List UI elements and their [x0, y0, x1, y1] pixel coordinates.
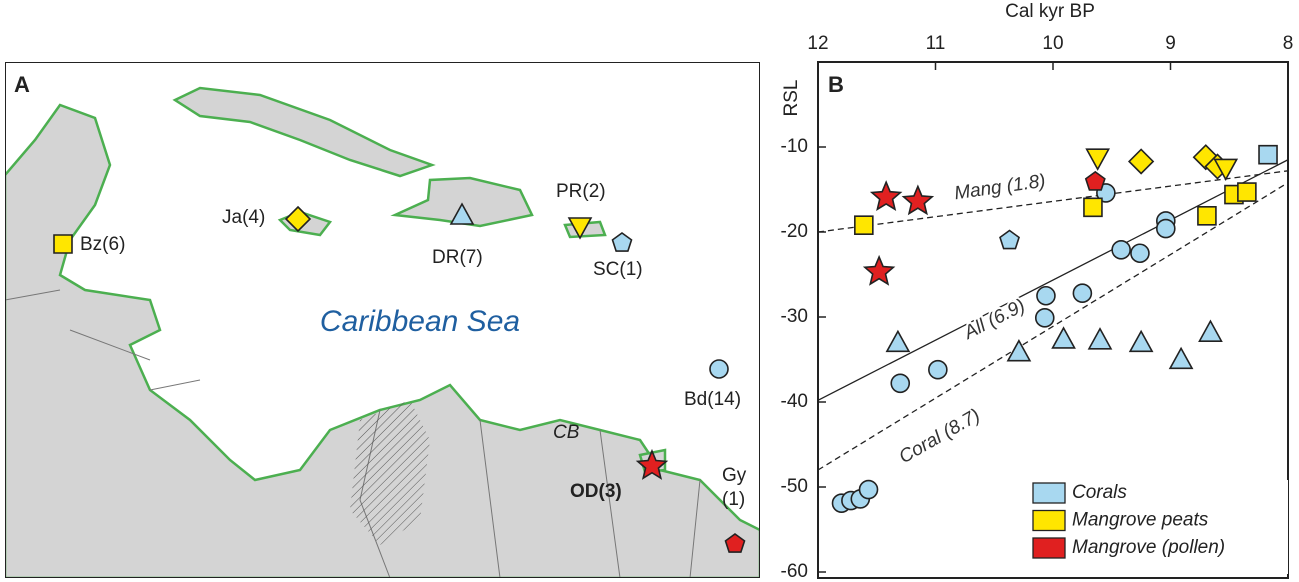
marker [1168, 346, 1194, 370]
marker [1006, 339, 1032, 362]
site-label: SC(1) [593, 259, 643, 280]
site-label: PR(2) [556, 181, 606, 202]
marker [869, 180, 903, 211]
x-tick-label: 8 [1283, 33, 1294, 54]
marker [999, 229, 1020, 250]
marker [1034, 308, 1055, 328]
legend-swatch [1032, 482, 1066, 504]
site-label: DR(7) [432, 247, 483, 268]
marker [1087, 327, 1113, 350]
y-tick-label: -10 [781, 136, 808, 157]
x-tick-label: 11 [926, 33, 946, 54]
trend-line [817, 159, 1289, 401]
marker [1130, 243, 1150, 264]
legend-label: Corals [1072, 482, 1127, 503]
site-label: (1) [722, 489, 745, 510]
x-tick-label: 9 [1165, 33, 1176, 54]
marker [724, 533, 746, 553]
marker [890, 373, 911, 394]
marker [284, 205, 312, 233]
legend-label: Mangrove (pollen) [1072, 537, 1225, 558]
marker [567, 217, 593, 240]
marker [1083, 197, 1103, 218]
mainland [5, 103, 760, 578]
sea-label: Caribbean Sea [320, 305, 520, 338]
x-axis-title: Cal kyr BP [1005, 1, 1095, 22]
panel-label: B [828, 72, 844, 97]
hatched-region [350, 400, 430, 545]
site-label: Ja(4) [222, 207, 265, 228]
marker [1156, 218, 1176, 239]
marker [1127, 148, 1155, 175]
legend [1030, 480, 1288, 574]
legend-swatch [1032, 537, 1066, 559]
marker [1085, 148, 1111, 171]
trend-label: Mang (1.8) [953, 171, 1047, 205]
cuba [172, 86, 436, 178]
y-tick-label: -30 [781, 306, 808, 327]
marker [1197, 206, 1217, 226]
trend-line [817, 170, 1289, 233]
marker [1036, 285, 1056, 306]
marker [1213, 158, 1239, 182]
marker [1237, 182, 1257, 202]
trend-line [817, 182, 1289, 471]
legend-label: Mangrove peats [1072, 510, 1209, 531]
marker [854, 215, 874, 235]
marker [709, 359, 729, 379]
site-label: CB [553, 422, 580, 443]
y-tick-label: -60 [781, 561, 808, 582]
x-tick-label: 10 [1042, 33, 1063, 54]
site-label: Gy [722, 465, 747, 486]
marker [1198, 319, 1223, 342]
marker [1128, 329, 1154, 353]
marker [862, 254, 896, 286]
marker [53, 234, 73, 254]
marker [635, 448, 669, 480]
legend-swatch [1032, 509, 1066, 532]
site-label: Bz(6) [80, 234, 125, 255]
marker [1051, 326, 1076, 349]
trend-label: Coral (8.7) [896, 405, 984, 468]
site-label: Bd(14) [684, 389, 741, 410]
marker [885, 329, 911, 353]
y-tick-label: -20 [781, 221, 808, 242]
marker [901, 184, 935, 216]
y-tick-label: -40 [781, 391, 808, 412]
marker [1084, 170, 1106, 191]
marker [1072, 283, 1093, 304]
marker [928, 359, 948, 380]
marker [858, 479, 879, 500]
site-label: OD(3) [570, 481, 622, 502]
marker [1258, 144, 1278, 165]
trend-label: All (6.9) [960, 295, 1029, 344]
map: A Caribbean Sea Bz(6) Ja(4) DR(7) PR(2) … [5, 62, 760, 578]
marker [449, 202, 475, 225]
y-axis-title: RSL [781, 80, 802, 117]
panel-label: A [14, 72, 30, 97]
marker [1111, 240, 1131, 260]
marker [611, 232, 633, 252]
x-tick-label: 12 [807, 33, 828, 54]
y-tick-label: -50 [781, 476, 808, 497]
